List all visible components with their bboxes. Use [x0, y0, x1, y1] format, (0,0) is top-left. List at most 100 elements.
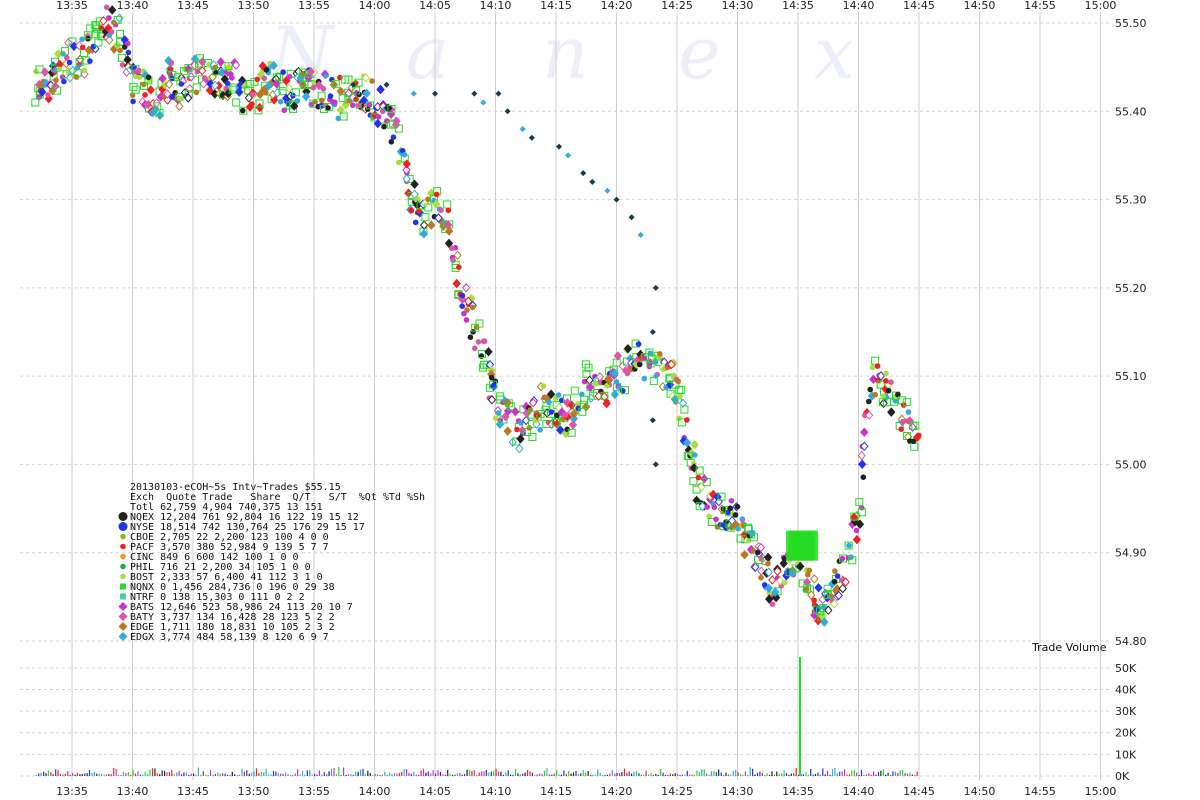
- volume-bar: [648, 774, 650, 776]
- volume-bar: [168, 772, 170, 776]
- volume-bar: [309, 770, 311, 776]
- trade-dot-mark: [734, 503, 741, 510]
- trade-dot-mark: [888, 379, 894, 386]
- volume-bar: [214, 774, 216, 776]
- volume-bar: [164, 770, 166, 776]
- trade-diamond-mark: [344, 88, 353, 99]
- volume-bar: [381, 774, 383, 776]
- volume-bar: [243, 771, 245, 776]
- nqnx-trade-mark: [394, 124, 403, 133]
- volume-bar: [640, 774, 642, 776]
- volume-bar: [202, 771, 204, 776]
- volume-bar: [420, 770, 422, 776]
- trade-dot-mark: [408, 207, 415, 214]
- volume-bar: [481, 771, 483, 776]
- trade-diamond-mark: [852, 534, 862, 545]
- volume-bar: [897, 773, 899, 776]
- trade-dot-mark: [125, 40, 131, 47]
- volume-bar: [628, 771, 630, 776]
- trade-dot-mark: [537, 427, 543, 433]
- trade-diamond-mark: [99, 16, 108, 26]
- volume-bar: [880, 770, 882, 776]
- trade-dot-mark: [459, 303, 466, 310]
- volume-bar: [679, 775, 681, 776]
- trade-diamond-mark: [115, 13, 124, 23]
- nqnx-trade-mark: [528, 433, 537, 441]
- nqnx-trade-mark: [131, 85, 140, 94]
- trade-dot-mark: [839, 555, 846, 562]
- volume-bar: [844, 769, 846, 776]
- x-tick-label: 14:30: [722, 785, 754, 798]
- x-tick-label: 14:15: [540, 785, 572, 798]
- volume-bar: [321, 774, 323, 776]
- trade-dot-mark: [327, 93, 334, 99]
- volume-bar: [393, 773, 396, 776]
- x-tick-label: 15:00: [1085, 785, 1117, 798]
- nqnx-trade-mark: [339, 112, 348, 121]
- trade-diamond-mark: [362, 88, 371, 99]
- volume-bar: [156, 773, 158, 776]
- volume-bar: [115, 768, 117, 776]
- nqnx-trade-mark: [421, 213, 430, 222]
- nqnx-trade-mark: [129, 82, 138, 91]
- trade-dot-mark: [169, 93, 175, 100]
- price-tick-label: 55.10: [1115, 370, 1147, 383]
- trade-dot-mark: [261, 75, 268, 82]
- nqnx-trade-mark: [291, 88, 300, 97]
- trade-dot-mark: [880, 393, 886, 400]
- volume-bar: [718, 769, 720, 776]
- volume-bar: [195, 774, 197, 776]
- volume-bar: [485, 770, 487, 776]
- trade-dot-mark: [900, 418, 906, 425]
- volume-bar: [769, 774, 771, 776]
- trade-dot-mark: [45, 92, 51, 98]
- x-tick-label: 15:00: [1085, 0, 1117, 12]
- legend-row: BATS 12,646 523 58,986 24 113 20 10 7: [130, 602, 353, 613]
- x-tick-label: 13:35: [56, 0, 88, 12]
- outlier-trade-mark: [649, 417, 656, 424]
- trade-diamond-mark: [764, 567, 773, 577]
- trade-dot-mark: [119, 62, 126, 68]
- volume-bar: [798, 774, 800, 776]
- volume-bar: [241, 768, 243, 776]
- x-tick-label: 14:55: [1024, 0, 1056, 12]
- trade-diamond-mark: [487, 395, 497, 405]
- volume-bar: [98, 773, 100, 776]
- outlier-trade-mark: [649, 329, 656, 335]
- trade-dot-mark: [613, 379, 620, 385]
- trade-dot-mark: [433, 191, 440, 198]
- nqnx-trade-mark: [910, 442, 919, 451]
- volume-bar: [793, 773, 795, 776]
- volume-bar: [672, 774, 674, 776]
- trade-diamond-mark: [163, 95, 172, 105]
- nqnx-trade-mark: [35, 65, 44, 74]
- nqnx-trade-mark: [584, 363, 593, 372]
- trade-dot-mark: [178, 81, 185, 87]
- volume-bar: [137, 771, 139, 776]
- nqnx-trade-mark: [239, 106, 248, 115]
- volume-bar: [270, 774, 272, 776]
- volume-bar: [108, 774, 110, 776]
- volume-bar: [35, 775, 37, 776]
- trade-dot-mark: [867, 386, 873, 393]
- volume-bar: [464, 773, 466, 776]
- watermark-letter: a: [406, 11, 449, 95]
- volume-bar: [539, 773, 541, 776]
- volume-bar: [38, 773, 40, 776]
- trade-diamond-mark: [155, 110, 165, 121]
- trade-dot-mark: [240, 107, 246, 114]
- trade-dot-mark: [684, 417, 690, 423]
- trade-dot-mark: [657, 351, 663, 357]
- volume-bar: [868, 773, 870, 776]
- volume-bar: [730, 774, 732, 776]
- outlier-trade-mark: [383, 81, 390, 88]
- nqnx-trade-mark: [354, 78, 363, 87]
- trade-dot-mark: [677, 393, 683, 400]
- volume-bar: [764, 775, 766, 776]
- trade-dot-mark: [562, 412, 569, 418]
- trade-dot-mark: [319, 97, 325, 104]
- volume-bar: [556, 770, 558, 776]
- volume-bar: [696, 770, 698, 776]
- x-axis-top: 13:35 13:40 13:45 13:50 13:55 14:00 14:05 14:10…: [56, 0, 1116, 12]
- volume-bar: [887, 772, 889, 776]
